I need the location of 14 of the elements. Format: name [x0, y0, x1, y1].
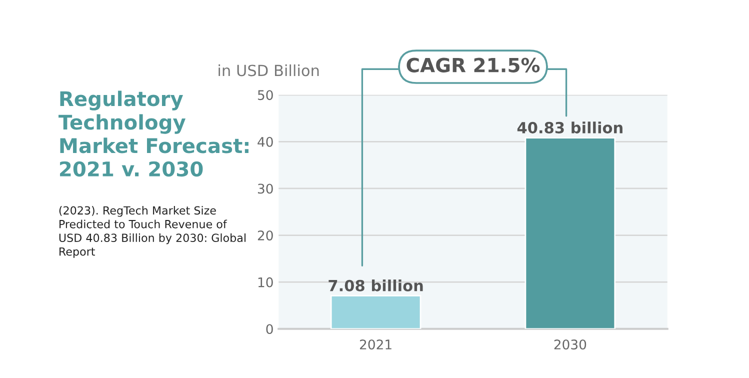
- y-tick-label: 20: [258, 230, 273, 240]
- x-tick-label: 2021: [360, 340, 392, 350]
- x-tick-label: 2030: [554, 340, 586, 350]
- y-tick-label: 40: [258, 136, 273, 147]
- text: CAGR 21.5%: [406, 58, 540, 72]
- y-tick-label: 50: [258, 90, 273, 100]
- y-axis-title: in USD Billion: [218, 64, 319, 76]
- y-tick-label: 30: [258, 184, 273, 194]
- data-label: 40.83 billion: [517, 122, 622, 134]
- text: Regulatory Technology Market Forecast: 2021 v. 2030: [58, 90, 248, 177]
- text: (2023). RegTech Market Size Predicted to Touch Revenue of USD 40.83 Billion by 2030: Global Report: [59, 206, 246, 258]
- data-label: 7.08 billion: [328, 280, 423, 292]
- y-tick-label: 0: [266, 324, 273, 334]
- y-tick-label: 10: [258, 277, 273, 288]
